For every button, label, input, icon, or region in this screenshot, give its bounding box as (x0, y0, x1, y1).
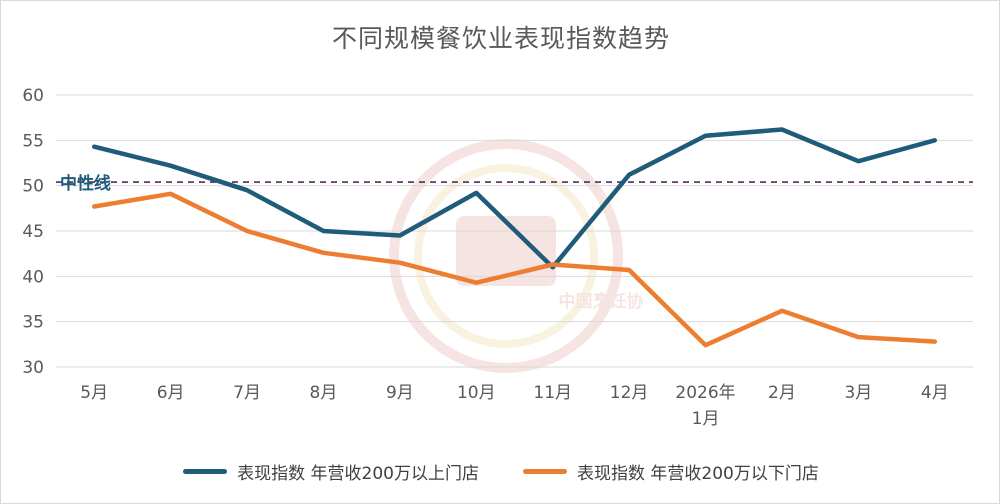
watermark-text: 中国烹饪协 (559, 291, 644, 312)
legend-label: 表现指数 年营收200万以上门店 (237, 463, 479, 484)
neutral-line-label: 中性线 (60, 173, 111, 194)
data-point (246, 189, 248, 191)
data-point (781, 128, 783, 130)
data-point (934, 341, 936, 343)
x-tick-label: 2月 (768, 383, 796, 403)
data-point (857, 160, 859, 162)
x-tick-label-line: 8月 (310, 383, 338, 403)
data-point (93, 146, 95, 148)
x-tick-label-line: 7月 (233, 383, 261, 403)
data-point (552, 264, 554, 266)
legend-label: 表现指数 年营收200万以下门店 (577, 463, 819, 484)
x-tick-label-line: 10月 (457, 383, 496, 403)
y-tick-label: 40 (22, 267, 44, 287)
data-point (399, 235, 401, 237)
x-tick-label: 12月 (610, 383, 649, 403)
x-tick-label-line: 3月 (844, 383, 872, 403)
data-point (475, 192, 477, 194)
chart-legend: 表现指数 年营收200万以上门店 表现指数 年营收200万以下门店 (1, 456, 999, 486)
series-line-1 (91, 127, 938, 270)
watermark-logo: 中国烹饪协 (389, 139, 644, 373)
x-tick-label-line: 4月 (921, 383, 949, 403)
y-tick-label: 55 (22, 131, 44, 151)
data-point (399, 262, 401, 264)
data-point (93, 206, 95, 208)
x-tick-label: 3月 (844, 383, 872, 403)
data-point (628, 269, 630, 271)
data-point (246, 230, 248, 232)
data-point (170, 165, 172, 167)
data-point (322, 230, 324, 232)
y-tick-label: 60 (22, 86, 44, 106)
data-point (170, 193, 172, 195)
data-point (705, 135, 707, 137)
chart-title: 不同规模餐饮业表现指数趋势 (331, 24, 670, 53)
watermark-ring (389, 139, 623, 373)
x-tick-label: 10月 (457, 383, 496, 403)
x-tick-label-line: 12月 (610, 383, 649, 403)
data-point (322, 252, 324, 254)
x-tick-label-line: 9月 (386, 383, 414, 403)
data-point (781, 310, 783, 312)
x-tick-label-line: 11月 (533, 383, 572, 403)
x-tick-label-line: 5月 (80, 383, 108, 403)
data-point (475, 282, 477, 284)
data-point (705, 344, 707, 346)
x-tick-label: 2026年 1月 (675, 383, 735, 429)
data-point (552, 266, 554, 268)
x-tick-label: 7月 (233, 383, 261, 403)
x-tick-label: 4月 (921, 383, 949, 403)
x-tick-label: 9月 (386, 383, 414, 403)
x-tick-label: 5月 (80, 383, 108, 403)
data-point (857, 336, 859, 338)
x-tick-label: 6月 (157, 383, 185, 403)
legend-swatch (523, 468, 567, 474)
data-point (628, 174, 630, 176)
x-tick-label: 8月 (310, 383, 338, 403)
x-tick-label-line: 2026年 (675, 383, 735, 403)
x-tick-label-line: 1月 (692, 409, 720, 429)
y-tick-label: 50 (22, 177, 44, 197)
y-tick-label: 30 (22, 358, 44, 378)
legend-item-1: 表现指数 年营收200万以上门店 (183, 459, 479, 484)
x-tick-label: 11月 (533, 383, 572, 403)
x-tick-label-line: 6月 (157, 383, 185, 403)
series-line-2 (91, 191, 938, 348)
watermark-inner-ring (414, 164, 598, 348)
y-tick-label: 45 (22, 222, 44, 242)
legend-swatch (183, 468, 228, 474)
data-point (934, 139, 936, 141)
x-tick-label-line: 2月 (768, 383, 796, 403)
legend-item-2: 表现指数 年营收200万以下门店 (523, 459, 819, 484)
y-tick-label: 35 (22, 313, 44, 333)
